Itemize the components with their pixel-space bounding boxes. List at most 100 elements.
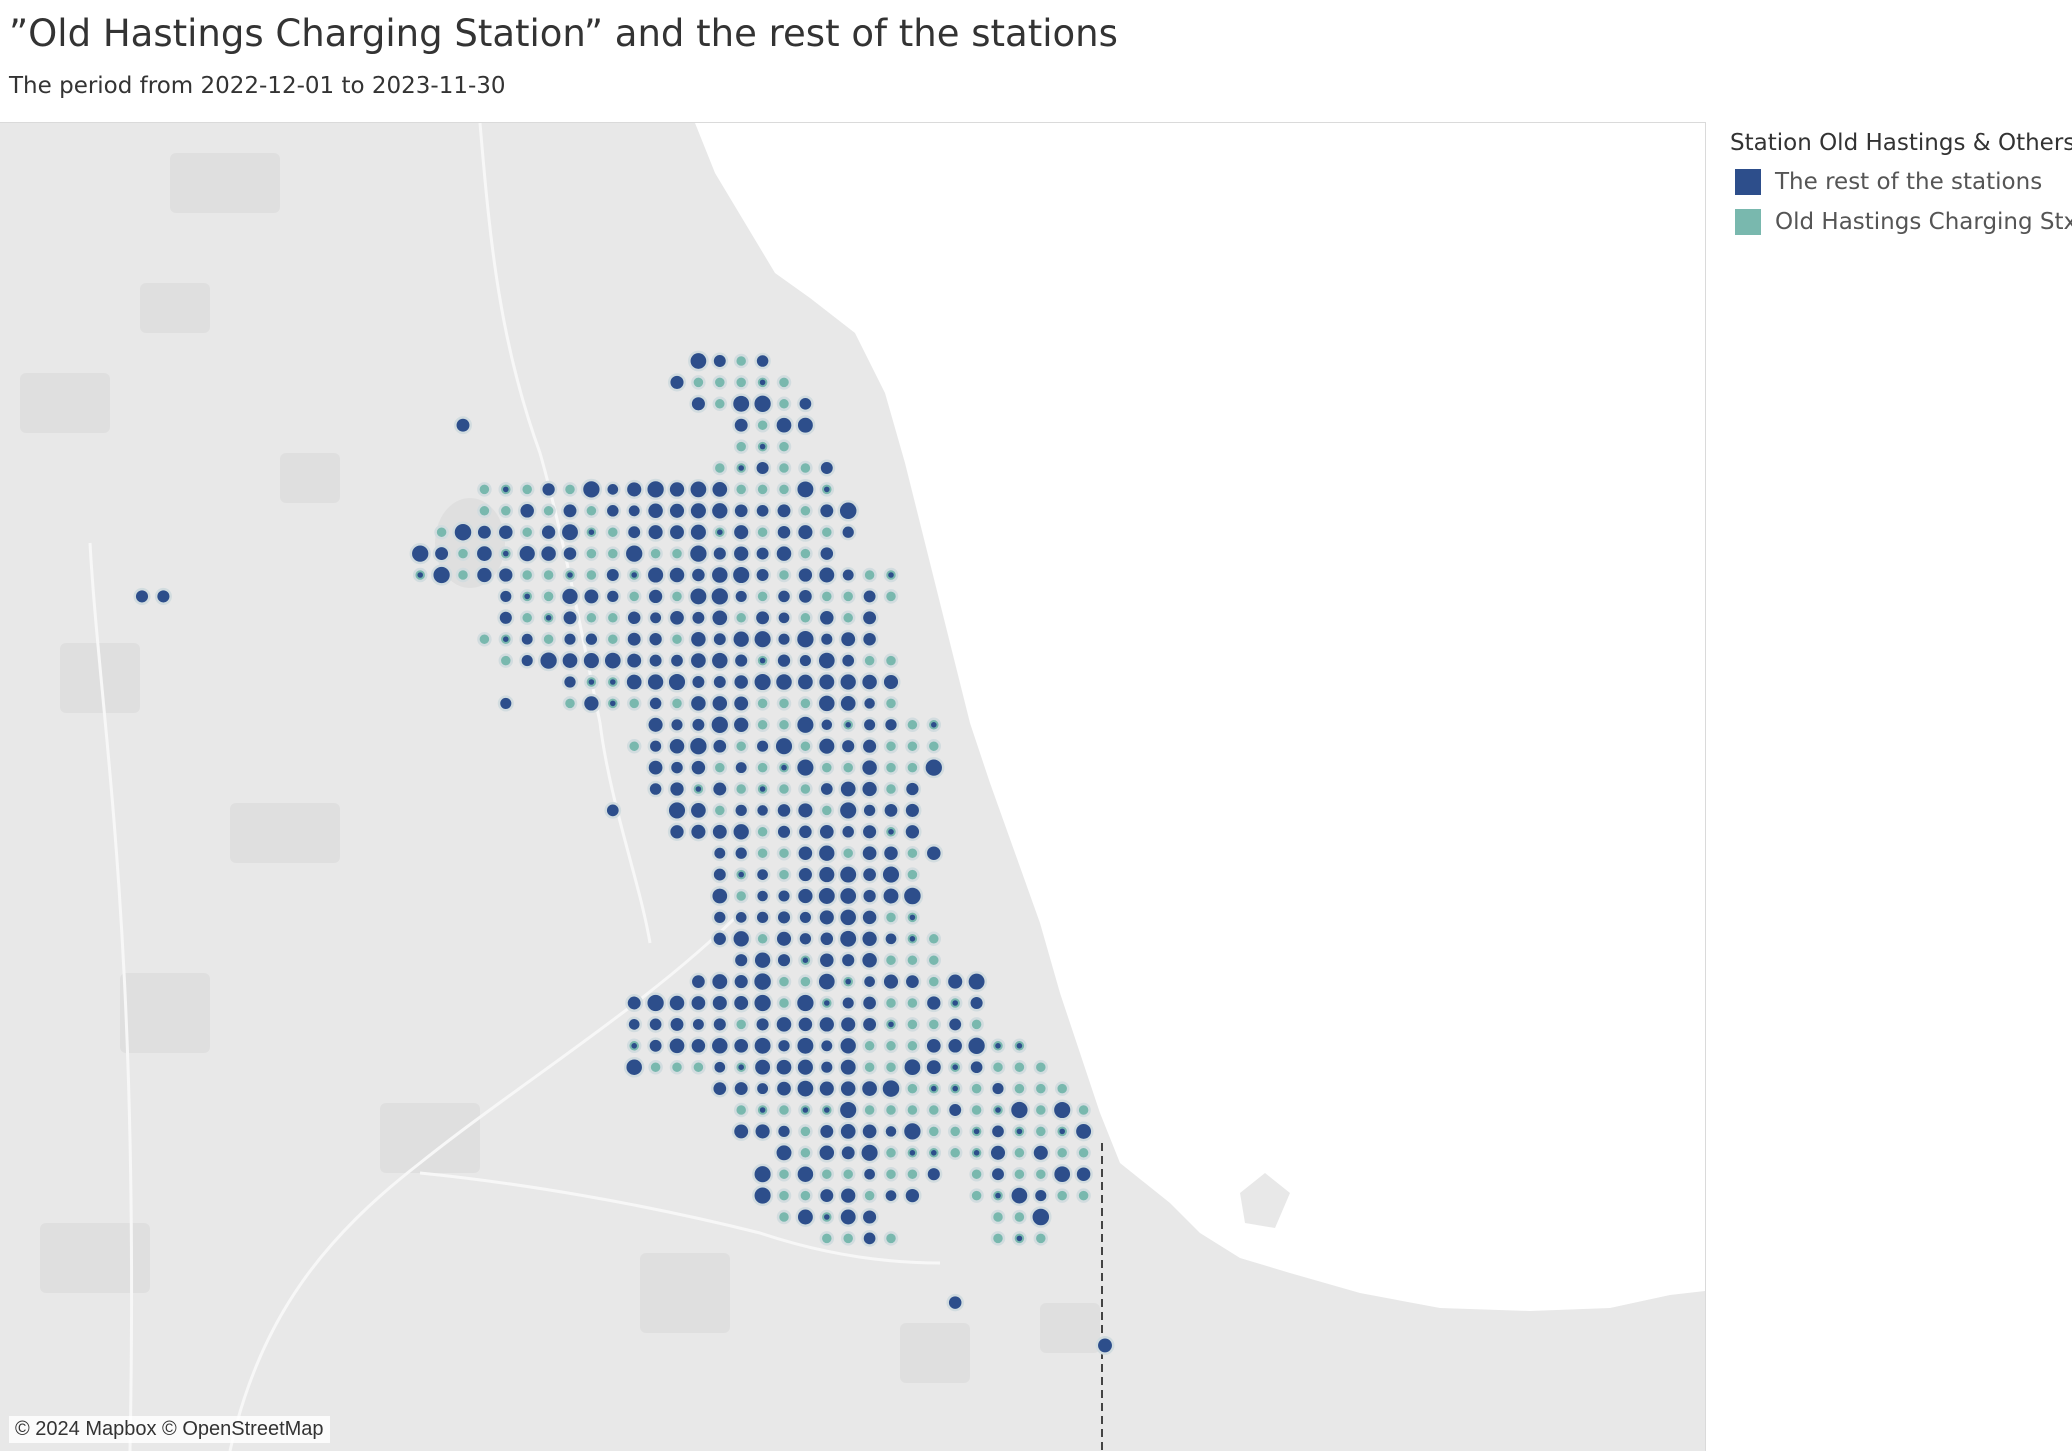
station-marker[interactable] <box>626 589 642 604</box>
station-marker[interactable] <box>798 1145 813 1161</box>
station-marker[interactable] <box>798 610 813 626</box>
station-marker[interactable] <box>817 1014 837 1035</box>
station-marker[interactable] <box>883 1231 899 1246</box>
station-marker[interactable] <box>755 931 770 947</box>
station-marker[interactable] <box>623 542 645 565</box>
station-marker[interactable] <box>477 482 492 497</box>
station-marker[interactable] <box>709 479 730 500</box>
station-marker[interactable] <box>755 482 770 497</box>
station-marker[interactable] <box>839 652 857 669</box>
station-marker[interactable] <box>474 543 495 564</box>
station-marker[interactable] <box>859 1078 880 1099</box>
station-marker[interactable] <box>798 546 813 561</box>
station-marker[interactable] <box>905 952 920 968</box>
station-marker[interactable] <box>774 1142 794 1163</box>
station-marker[interactable] <box>860 865 879 884</box>
station-marker[interactable] <box>539 523 558 542</box>
station-marker[interactable] <box>990 1059 1006 1075</box>
station-marker[interactable] <box>1095 1335 1115 1355</box>
station-marker[interactable] <box>819 803 835 818</box>
station-marker[interactable] <box>796 865 815 884</box>
station-marker[interactable] <box>689 972 708 991</box>
station-marker[interactable] <box>817 1122 836 1141</box>
basemap[interactable] <box>0 123 1705 1451</box>
station-marker[interactable] <box>818 459 836 477</box>
station-marker[interactable] <box>668 1015 686 1034</box>
station-marker[interactable] <box>818 544 836 563</box>
station-marker[interactable] <box>709 650 731 671</box>
station-marker[interactable] <box>689 673 707 691</box>
station-marker[interactable] <box>883 653 899 668</box>
station-marker[interactable] <box>710 693 730 714</box>
station-marker[interactable] <box>796 587 815 606</box>
station-marker[interactable] <box>733 610 749 626</box>
station-marker[interactable] <box>732 972 751 991</box>
station-marker[interactable] <box>776 974 792 989</box>
station-marker[interactable] <box>816 650 838 671</box>
station-marker[interactable] <box>861 1166 878 1183</box>
station-marker[interactable] <box>730 564 752 586</box>
station-marker[interactable] <box>688 650 709 671</box>
station-marker[interactable] <box>862 1188 877 1203</box>
station-marker[interactable] <box>860 887 879 905</box>
station-marker[interactable] <box>711 1015 729 1033</box>
station-marker[interactable] <box>883 1102 899 1118</box>
station-marker[interactable] <box>860 843 879 863</box>
station-marker[interactable] <box>817 822 837 842</box>
station-marker[interactable] <box>498 653 514 668</box>
station-marker[interactable] <box>862 653 877 668</box>
station-marker[interactable] <box>561 673 579 691</box>
station-marker[interactable] <box>668 759 686 776</box>
station-marker[interactable] <box>669 696 685 711</box>
station-marker[interactable] <box>860 1015 879 1034</box>
station-marker[interactable] <box>966 971 988 993</box>
station-marker[interactable] <box>733 1102 749 1118</box>
station-marker[interactable] <box>625 523 643 541</box>
station-marker[interactable] <box>688 350 709 372</box>
station-marker[interactable] <box>816 736 837 757</box>
station-marker[interactable] <box>776 867 792 882</box>
station-marker[interactable] <box>861 802 878 819</box>
station-marker[interactable] <box>1009 1185 1030 1206</box>
station-marker[interactable] <box>645 564 666 586</box>
station-marker[interactable] <box>795 1057 816 1078</box>
station-marker[interactable] <box>559 586 581 607</box>
station-marker[interactable] <box>838 1121 859 1142</box>
station-marker[interactable] <box>733 909 750 926</box>
station-marker[interactable] <box>733 588 750 605</box>
station-marker[interactable] <box>667 565 687 585</box>
station-marker[interactable] <box>901 885 924 907</box>
station-marker[interactable] <box>647 780 664 798</box>
station-marker[interactable] <box>840 524 857 541</box>
station-marker[interactable] <box>817 1079 837 1099</box>
station-marker[interactable] <box>730 393 752 415</box>
station-marker[interactable] <box>860 994 879 1012</box>
station-marker[interactable] <box>1012 1081 1027 1096</box>
station-marker[interactable] <box>709 971 730 992</box>
station-marker[interactable] <box>626 696 642 711</box>
station-marker[interactable] <box>798 974 813 989</box>
station-marker[interactable] <box>711 630 729 648</box>
station-marker[interactable] <box>818 1037 835 1054</box>
station-marker[interactable] <box>798 460 813 476</box>
station-marker[interactable] <box>754 909 771 926</box>
station-marker[interactable] <box>709 564 731 586</box>
station-marker[interactable] <box>775 823 793 841</box>
station-marker[interactable] <box>562 696 578 711</box>
station-marker[interactable] <box>559 521 581 543</box>
station-marker[interactable] <box>794 628 817 650</box>
station-marker[interactable] <box>1051 1099 1073 1121</box>
station-marker[interactable] <box>1074 1164 1093 1184</box>
station-marker[interactable] <box>1032 1187 1049 1204</box>
station-marker[interactable] <box>689 758 708 777</box>
station-marker[interactable] <box>541 567 556 583</box>
station-marker[interactable] <box>883 1123 899 1140</box>
station-marker[interactable] <box>667 501 687 521</box>
station-marker[interactable] <box>455 567 471 583</box>
station-marker[interactable] <box>773 671 795 693</box>
station-marker[interactable] <box>710 1079 729 1098</box>
station-marker[interactable] <box>711 352 729 370</box>
station-marker[interactable] <box>711 673 729 691</box>
station-marker[interactable] <box>840 1231 856 1246</box>
station-marker[interactable] <box>859 929 880 949</box>
